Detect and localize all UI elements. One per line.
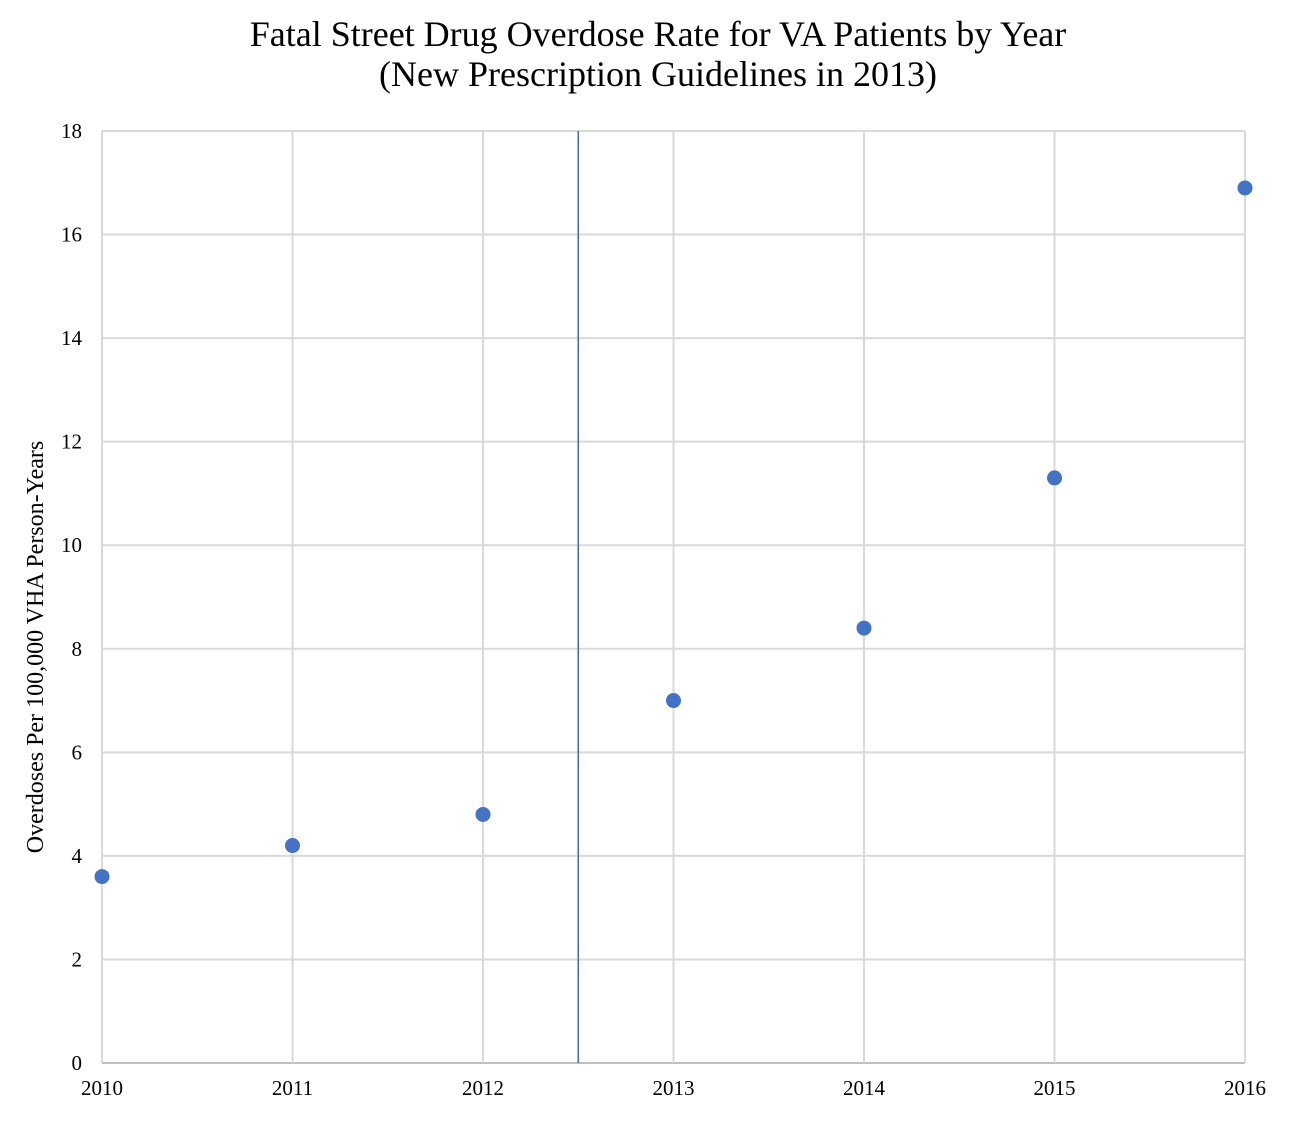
y-tick-label-2: 4 [72, 844, 83, 868]
y-tick-label-1: 2 [72, 947, 83, 971]
y-tick-label-7: 14 [61, 326, 83, 350]
data-point-2013 [666, 693, 681, 709]
tick-labels: 0 2 4 6 8 10 12 14 16 18 2010 2011 2012 2013 2014 2015 2… [61, 119, 1266, 1100]
x-tick-label-1: 2011 [272, 1076, 313, 1100]
y-axis-title: Overdoses Per 100,000 VHA Person-Years [23, 441, 49, 853]
data-point-2015 [1047, 470, 1062, 486]
y-tick-label-5: 10 [61, 533, 82, 557]
y-tick-label-6: 12 [61, 430, 82, 454]
x-tick-label-2: 2012 [462, 1076, 504, 1100]
y-tick-label-4: 8 [72, 637, 83, 661]
chart-title-line: Fatal Street Drug Overdose Rate for VA P… [249, 14, 1067, 54]
grid-lines [101, 130, 1246, 1064]
chart-subtitle: (New Prescription Guidelines in 2013) [379, 54, 937, 94]
y-tick-label-0: 0 [72, 1051, 83, 1075]
y-tick-label-9: 18 [61, 119, 82, 143]
y-tick-label-8: 16 [61, 223, 82, 247]
data-point-2016 [1237, 180, 1253, 196]
data-points [94, 180, 1253, 885]
y-tick-label-3: 6 [72, 740, 83, 764]
data-point-2012 [475, 806, 491, 822]
data-point-2011 [285, 838, 300, 854]
x-tick-label-3: 2013 [653, 1076, 695, 1100]
x-tick-label-0: 2010 [81, 1076, 123, 1100]
x-tick-label-6: 2016 [1224, 1076, 1266, 1100]
data-point-2014 [856, 620, 872, 636]
x-tick-label-4: 2014 [843, 1076, 886, 1100]
x-tick-label-5: 2015 [1034, 1076, 1076, 1100]
chart-title: Fatal Street Drug Overdose Rate for VA P… [0, 14, 1316, 94]
data-point-2010 [94, 869, 110, 885]
